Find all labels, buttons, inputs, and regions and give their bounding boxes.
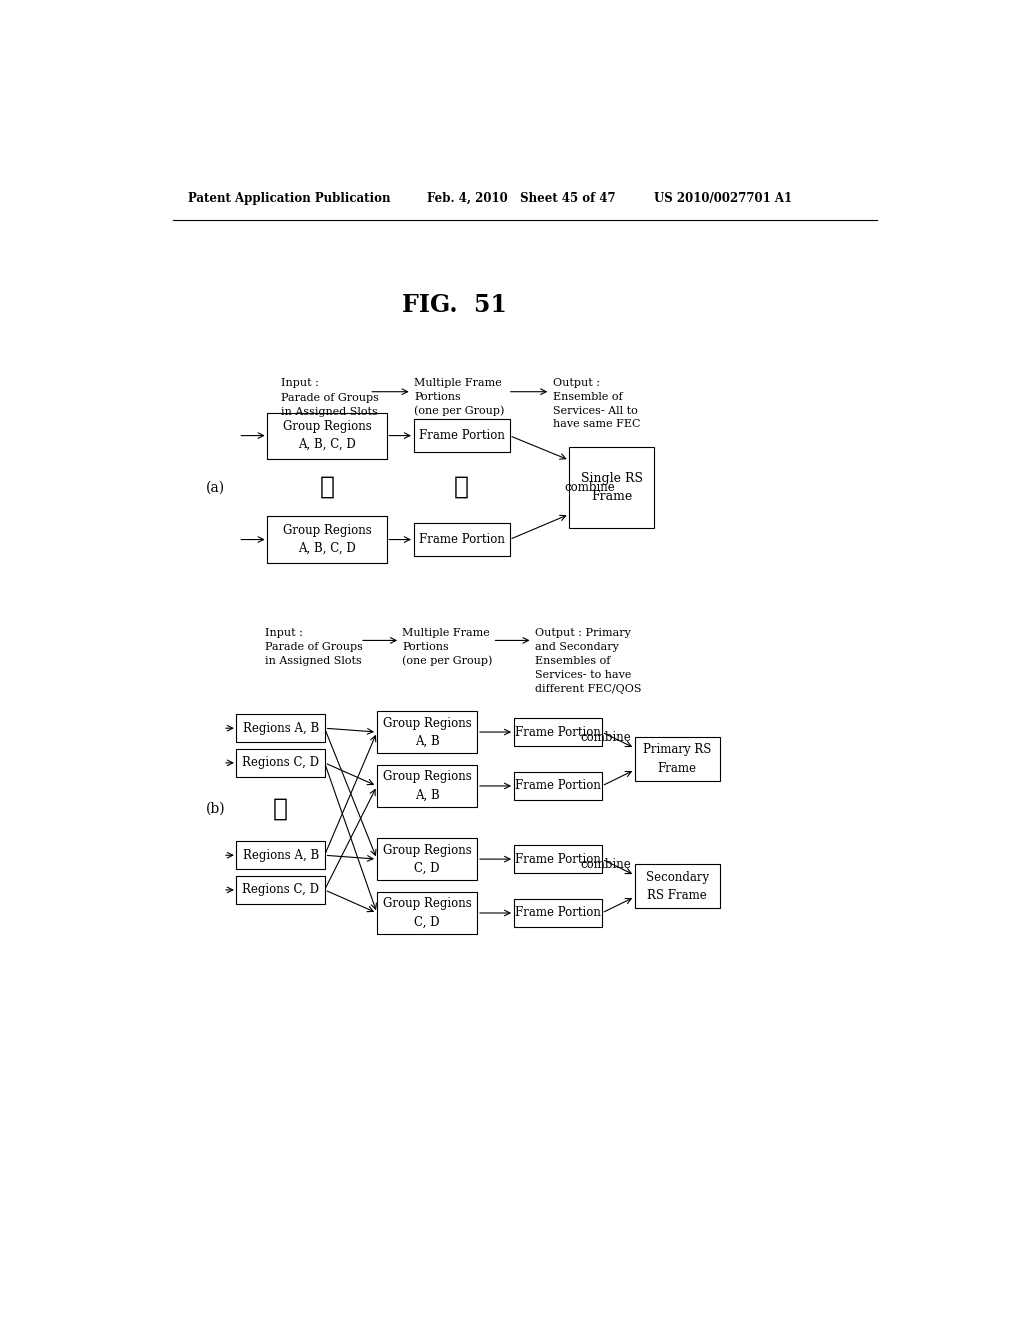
Text: Primary RS
Frame: Primary RS Frame xyxy=(643,743,712,775)
Text: in Assigned Slots: in Assigned Slots xyxy=(265,656,362,665)
Text: combine: combine xyxy=(565,480,615,494)
Text: Services- All to: Services- All to xyxy=(553,405,637,416)
Bar xyxy=(377,838,477,880)
Text: combine: combine xyxy=(581,858,631,871)
Bar xyxy=(514,845,602,873)
Text: Regions A, B: Regions A, B xyxy=(243,849,318,862)
Text: Ensemble of: Ensemble of xyxy=(553,392,623,401)
Bar xyxy=(267,516,387,562)
Text: Frame Portion: Frame Portion xyxy=(419,429,505,442)
Bar xyxy=(237,714,325,742)
Text: (a): (a) xyxy=(206,480,225,494)
Text: have same FEC: have same FEC xyxy=(553,420,640,429)
Text: Patent Application Publication: Patent Application Publication xyxy=(188,191,391,205)
Text: US 2010/0027701 A1: US 2010/0027701 A1 xyxy=(654,191,793,205)
Bar xyxy=(635,863,720,908)
Text: Portions: Portions xyxy=(402,642,450,652)
Text: Parade of Groups: Parade of Groups xyxy=(265,642,364,652)
Text: different FEC/QOS: different FEC/QOS xyxy=(535,684,641,693)
Text: Portions: Portions xyxy=(414,392,461,401)
Text: ⋮: ⋮ xyxy=(455,475,469,499)
Bar xyxy=(514,899,602,927)
Text: Regions C, D: Regions C, D xyxy=(243,883,319,896)
Text: Services- to have: Services- to have xyxy=(535,669,631,680)
Bar xyxy=(514,718,602,746)
Text: Frame Portion: Frame Portion xyxy=(515,726,601,739)
Text: Group Regions
A, B: Group Regions A, B xyxy=(383,717,471,747)
Text: Ensembles of: Ensembles of xyxy=(535,656,610,665)
Text: Input :: Input : xyxy=(265,628,303,638)
Text: Frame Portion: Frame Portion xyxy=(515,907,601,920)
Text: (one per Group): (one per Group) xyxy=(402,656,493,667)
Bar xyxy=(377,711,477,754)
Bar xyxy=(635,737,720,781)
Text: Group Regions
A, B, C, D: Group Regions A, B, C, D xyxy=(283,420,372,451)
Text: ⋮: ⋮ xyxy=(273,797,288,821)
Text: Feb. 4, 2010   Sheet 45 of 47: Feb. 4, 2010 Sheet 45 of 47 xyxy=(427,191,615,205)
Bar xyxy=(237,748,325,776)
Text: Output :: Output : xyxy=(553,378,599,388)
Text: Frame Portion: Frame Portion xyxy=(515,779,601,792)
Text: Output : Primary: Output : Primary xyxy=(535,628,631,638)
Text: Input :: Input : xyxy=(281,378,318,388)
Text: (b): (b) xyxy=(206,803,225,816)
Text: Group Regions
C, D: Group Regions C, D xyxy=(383,898,471,928)
Bar xyxy=(569,446,654,528)
Text: in Assigned Slots: in Assigned Slots xyxy=(281,407,378,417)
Bar xyxy=(377,764,477,807)
Text: Frame Portion: Frame Portion xyxy=(419,533,505,546)
Text: Group Regions
A, B, C, D: Group Regions A, B, C, D xyxy=(283,524,372,554)
Text: and Secondary: and Secondary xyxy=(535,642,618,652)
Text: Regions C, D: Regions C, D xyxy=(243,756,319,770)
Text: ⋮: ⋮ xyxy=(319,475,335,499)
Bar xyxy=(414,523,510,556)
Text: Frame Portion: Frame Portion xyxy=(515,853,601,866)
Text: Secondary
RS Frame: Secondary RS Frame xyxy=(646,871,709,902)
Text: combine: combine xyxy=(581,731,631,744)
Text: Multiple Frame: Multiple Frame xyxy=(402,628,490,638)
Text: Parade of Groups: Parade of Groups xyxy=(281,393,379,403)
Text: Group Regions
C, D: Group Regions C, D xyxy=(383,843,471,875)
Text: Single RS
Frame: Single RS Frame xyxy=(581,471,643,503)
Text: (one per Group): (one per Group) xyxy=(414,405,504,416)
Bar xyxy=(414,420,510,451)
Bar xyxy=(377,892,477,935)
Bar xyxy=(267,412,387,459)
Text: Regions A, B: Regions A, B xyxy=(243,722,318,735)
Text: Multiple Frame: Multiple Frame xyxy=(414,378,502,388)
Bar xyxy=(514,772,602,800)
Text: Group Regions
A, B: Group Regions A, B xyxy=(383,771,471,801)
Bar xyxy=(237,876,325,904)
Bar xyxy=(237,841,325,869)
Text: FIG.  51: FIG. 51 xyxy=(401,293,507,317)
